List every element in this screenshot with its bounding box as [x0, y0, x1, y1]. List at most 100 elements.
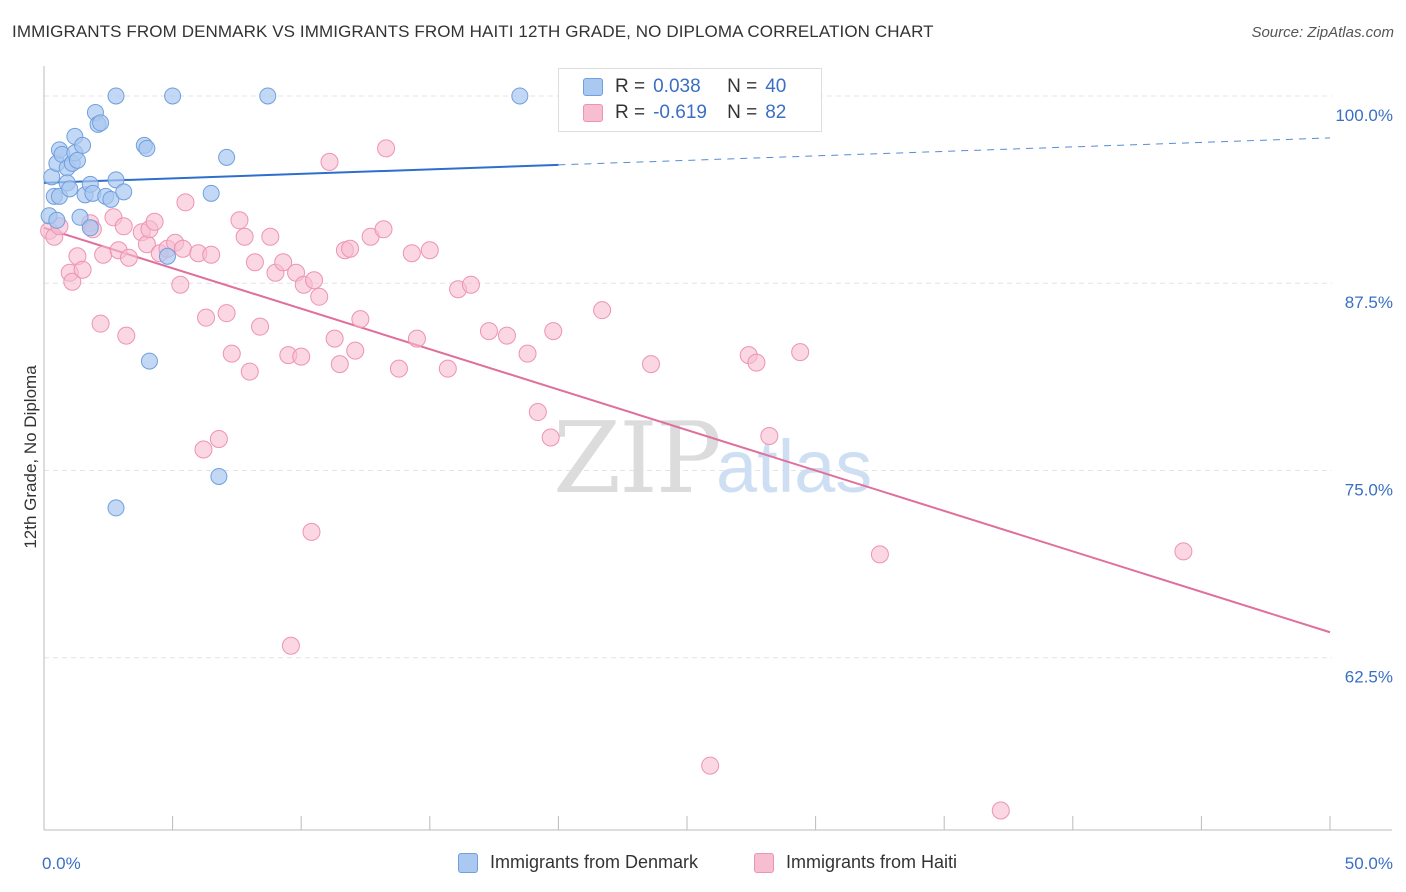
data-point-denmark	[74, 136, 92, 154]
data-point-haiti	[438, 359, 457, 378]
trend-line-denmark	[43, 163, 559, 184]
legend-row-haiti: R = -0.619 N = 82	[583, 101, 786, 125]
data-point-haiti	[217, 304, 236, 323]
data-point-haiti	[402, 244, 421, 263]
legend-swatch-haiti	[583, 104, 603, 122]
data-point-haiti	[235, 227, 254, 246]
data-point-haiti	[176, 193, 195, 212]
data-point-denmark	[48, 211, 66, 229]
correlation-legend: R = 0.038 N = 40 R = -0.619 N = 82	[558, 68, 822, 132]
data-point-haiti	[701, 756, 720, 775]
source-label: Source: ZipAtlas.com	[1251, 24, 1394, 41]
y-tick-label: 87.5%	[1345, 293, 1393, 312]
data-point-denmark	[164, 87, 182, 105]
x-tick-label: 50.0%	[1345, 854, 1393, 873]
data-point-denmark	[140, 352, 158, 370]
watermark-zip: ZIP	[553, 402, 720, 516]
data-point-haiti	[461, 275, 480, 294]
data-point-haiti	[330, 355, 349, 374]
data-point-haiti	[251, 317, 270, 336]
x-tick-label: 0.0%	[42, 854, 81, 873]
data-point-haiti	[194, 440, 213, 459]
data-point-haiti	[518, 344, 537, 363]
data-point-haiti	[479, 322, 498, 341]
y-tick-label: 100.0%	[1335, 106, 1393, 125]
data-point-haiti	[377, 139, 396, 158]
data-point-haiti	[341, 239, 360, 258]
legend-n-label: N =	[727, 102, 758, 123]
y-tick-label: 75.0%	[1345, 480, 1393, 499]
data-point-haiti	[197, 308, 216, 327]
watermark-atlas: atlas	[716, 425, 872, 508]
data-point-denmark	[68, 151, 86, 169]
data-point-haiti	[374, 220, 393, 239]
data-point-haiti	[202, 245, 221, 264]
data-point-denmark	[202, 184, 220, 202]
data-point-denmark	[61, 180, 79, 198]
data-point-haiti	[870, 545, 889, 564]
data-point-haiti	[114, 217, 133, 236]
legend-r-value-denmark: 0.038	[653, 76, 701, 97]
legend-item-haiti: Immigrants from Haiti	[754, 852, 957, 873]
data-point-denmark	[107, 171, 125, 189]
data-point-haiti	[171, 275, 190, 294]
legend-label-haiti: Immigrants from Haiti	[786, 852, 958, 872]
data-point-haiti	[351, 310, 370, 329]
legend-row-denmark: R = 0.038 N = 40	[583, 75, 786, 99]
data-point-haiti	[760, 427, 779, 446]
series-legend: Immigrants from Denmark Immigrants from …	[0, 852, 1406, 876]
data-point-haiti	[173, 239, 192, 258]
legend-label-denmark: Immigrants from Denmark	[490, 852, 699, 872]
data-point-haiti	[292, 347, 311, 366]
y-tick-label: 62.5%	[1345, 668, 1393, 687]
legend-item-denmark: Immigrants from Denmark	[458, 852, 698, 873]
data-point-haiti	[528, 403, 547, 422]
tick-labels: 100.0% 87.5% 75.0% 62.5% 0.0% 50.0%	[42, 106, 1393, 873]
data-point-denmark	[71, 208, 89, 226]
legend-r-label: R =	[615, 102, 646, 123]
data-point-denmark	[259, 87, 277, 105]
data-point-haiti	[747, 353, 766, 372]
watermark: ZIP atlas	[553, 402, 872, 516]
data-point-denmark	[158, 247, 176, 265]
data-point-denmark	[511, 87, 529, 105]
data-point-haiti	[73, 260, 92, 279]
data-point-denmark	[92, 114, 110, 132]
data-points	[40, 87, 1193, 820]
data-point-haiti	[310, 287, 329, 306]
legend-r-label: R =	[615, 76, 646, 97]
data-point-haiti	[325, 329, 344, 348]
trend-line-haiti	[43, 226, 1331, 634]
data-point-haiti	[117, 326, 136, 345]
data-point-haiti	[407, 329, 426, 348]
data-point-haiti	[791, 343, 810, 362]
data-point-haiti	[420, 241, 439, 260]
legend-swatch-denmark	[583, 78, 603, 96]
trend-lines	[43, 137, 1331, 634]
data-point-haiti	[281, 636, 300, 655]
data-point-haiti	[222, 344, 241, 363]
data-point-denmark	[218, 148, 236, 166]
data-point-haiti	[320, 152, 339, 171]
data-point-denmark	[210, 467, 228, 485]
axes	[43, 66, 1392, 831]
data-point-haiti	[274, 253, 293, 272]
data-point-haiti	[544, 322, 563, 341]
data-point-haiti	[305, 271, 324, 290]
legend-n-label: N =	[727, 76, 758, 97]
data-point-haiti	[261, 227, 280, 246]
data-point-denmark	[107, 87, 125, 105]
data-point-haiti	[991, 801, 1010, 820]
data-point-haiti	[94, 245, 113, 264]
data-point-haiti	[230, 211, 249, 230]
legend-r-value-haiti: -0.619	[653, 102, 707, 123]
data-point-denmark	[138, 139, 156, 157]
legend-swatch-haiti	[754, 852, 774, 873]
data-point-denmark	[81, 219, 99, 237]
legend-n-value-denmark: 40	[765, 76, 787, 97]
legend-n-value-haiti: 82	[765, 102, 787, 123]
data-point-haiti	[346, 341, 365, 360]
data-point-haiti	[119, 248, 138, 267]
data-point-haiti	[541, 428, 560, 447]
